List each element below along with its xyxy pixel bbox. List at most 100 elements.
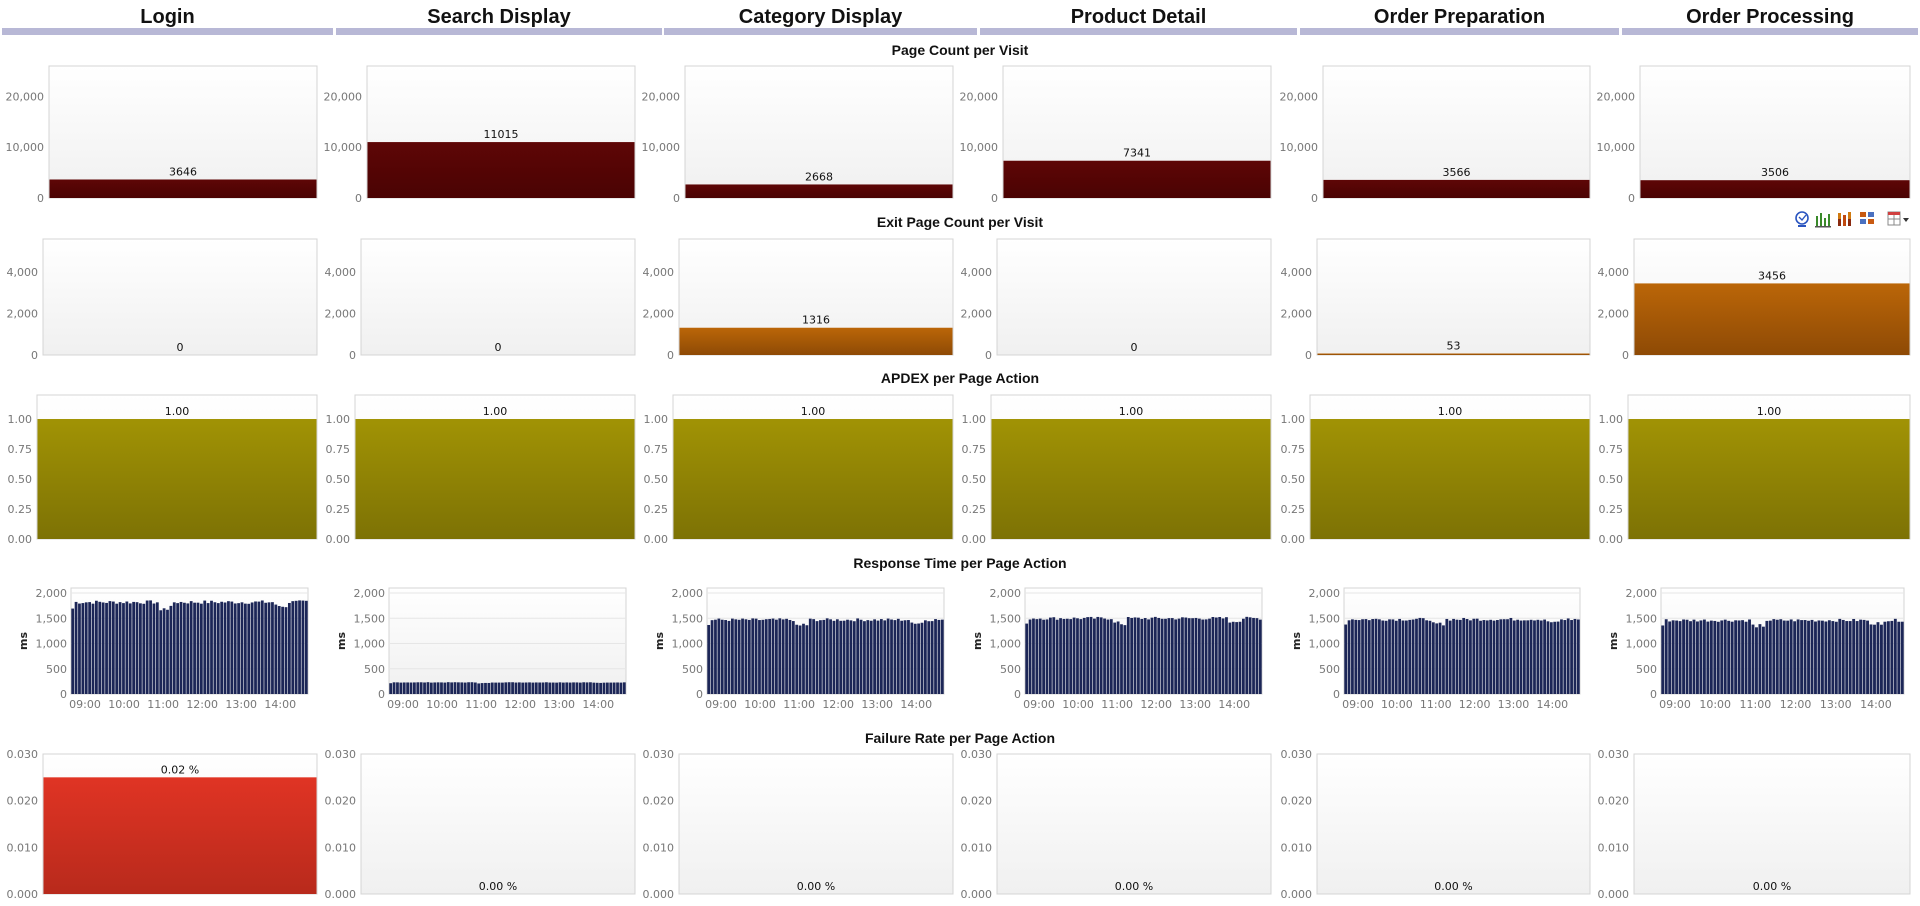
response-bar — [1208, 618, 1211, 694]
response-bar — [791, 621, 795, 694]
response-bar — [1566, 618, 1570, 694]
response-bar — [1079, 619, 1083, 694]
response-bar — [829, 619, 832, 694]
inspect-icon[interactable] — [1795, 211, 1809, 227]
response-bar — [111, 601, 115, 694]
response-bar — [1438, 622, 1442, 694]
response-bar — [545, 682, 548, 694]
response-bar — [879, 619, 883, 694]
plot-area — [1639, 65, 1911, 199]
response-bar — [775, 619, 778, 694]
response-bar — [155, 602, 159, 694]
response-bar — [243, 603, 247, 694]
y-tick-label: 1.00 — [1281, 413, 1306, 426]
y-tick-label: 0.000 — [7, 888, 39, 901]
response-bar — [1351, 619, 1354, 694]
y-tick-label: 20,000 — [642, 90, 681, 103]
response-bar — [1668, 621, 1672, 694]
column-title-search-display: Search Display — [427, 6, 571, 28]
response-bar — [169, 605, 173, 694]
response-bar — [1869, 624, 1873, 694]
response-bar — [159, 610, 163, 694]
response-bar — [74, 601, 78, 694]
y-tick-label: 0.50 — [644, 473, 669, 486]
response-bar — [216, 603, 220, 694]
response-bar — [1893, 618, 1897, 694]
response-bar — [1768, 620, 1772, 694]
response-bar — [1442, 625, 1445, 694]
response-bar — [233, 603, 237, 694]
response-bar — [1245, 616, 1249, 694]
chart-failure-rate-order-preparation: 0.000 0.010 0.020 0.030 0.00 % — [1281, 748, 1591, 901]
section-title-apdex: APDEX per Page Action — [881, 370, 1039, 386]
response-bar — [1367, 620, 1371, 694]
response-bar — [1401, 620, 1405, 694]
response-bar — [1391, 619, 1395, 694]
response-bar — [423, 682, 426, 694]
bar-chart-icon[interactable] — [1815, 213, 1831, 228]
y-tick-label: 0.030 — [961, 748, 993, 761]
chart-exit-page-search-display: 0 2,000 4,000 0 — [325, 238, 636, 362]
response-bar — [145, 600, 149, 694]
response-bar — [605, 682, 609, 694]
response-bar — [1803, 620, 1807, 694]
response-bar — [213, 602, 217, 694]
stacked-bars-icon[interactable] — [1838, 212, 1851, 226]
response-bar — [886, 618, 890, 694]
response-bar — [220, 601, 224, 694]
response-bar — [1228, 622, 1232, 694]
response-bar — [1221, 618, 1225, 694]
data-label-order-processing: 1.00 — [1757, 405, 1782, 418]
response-bar — [98, 601, 102, 694]
y-tick-label: 0 — [667, 349, 674, 362]
response-bar — [572, 682, 575, 694]
y-tick-label: 20,000 — [1597, 90, 1636, 103]
y-tick-label: 0.50 — [962, 473, 987, 486]
x-tick-label: 09:00 — [387, 698, 419, 711]
response-bar — [105, 602, 108, 694]
response-bar — [142, 603, 146, 694]
response-bar — [247, 603, 251, 694]
response-bar — [1170, 618, 1174, 694]
x-tick-label: 13:00 — [1820, 698, 1852, 711]
response-bar — [1485, 620, 1489, 694]
response-bar — [717, 618, 721, 694]
y-tick-label: 1.00 — [962, 413, 987, 426]
column-divider-search-display — [336, 28, 662, 35]
y-tick-label: 0.00 — [1281, 533, 1306, 546]
data-label-search-display: 0.00 % — [479, 880, 517, 893]
y-tick-label: 1,500 — [36, 612, 68, 625]
x-tick-label: 12:00 — [1780, 698, 1812, 711]
response-bar — [585, 682, 589, 694]
response-bar — [1838, 618, 1842, 694]
response-bar — [1506, 619, 1509, 694]
y-tick-label: 0 — [1628, 192, 1635, 205]
response-bar — [1502, 619, 1506, 694]
data-label-product-detail: 0 — [1131, 341, 1138, 354]
y-tick-label: 0.010 — [1598, 841, 1630, 854]
y-tick-label: 1,000 — [1626, 638, 1658, 651]
response-bar — [832, 620, 836, 694]
response-bar — [1553, 621, 1557, 694]
response-bar — [734, 619, 738, 694]
response-bar — [1069, 619, 1073, 694]
response-bar — [1113, 622, 1117, 694]
response-bar — [487, 682, 491, 694]
y-tick-label: 0.020 — [325, 795, 357, 808]
chart-failure-rate-product-detail: 0.000 0.010 0.020 0.030 0.00 % — [961, 748, 1272, 901]
bar-category-display — [673, 419, 953, 539]
plot-area — [678, 753, 954, 895]
response-bar — [1716, 621, 1720, 694]
response-bar — [548, 682, 552, 694]
response-bar — [1479, 620, 1482, 694]
grid-icon[interactable] — [1860, 212, 1874, 224]
x-tick-label: 14:00 — [1536, 698, 1568, 711]
response-bar — [531, 682, 535, 694]
y-tick-label: 0.030 — [1598, 748, 1630, 761]
chart-failure-rate-category-display: 0.000 0.010 0.020 0.030 0.00 % — [643, 748, 954, 901]
chart-row-failure-rate: 0.000 0.010 0.020 0.030 0.02 % 0.000 0.010 0.02… — [7, 748, 1911, 901]
response-bar — [930, 621, 934, 694]
response-bar — [589, 682, 592, 694]
response-bar — [1164, 618, 1167, 694]
table-menu-icon[interactable] — [1887, 211, 1909, 226]
